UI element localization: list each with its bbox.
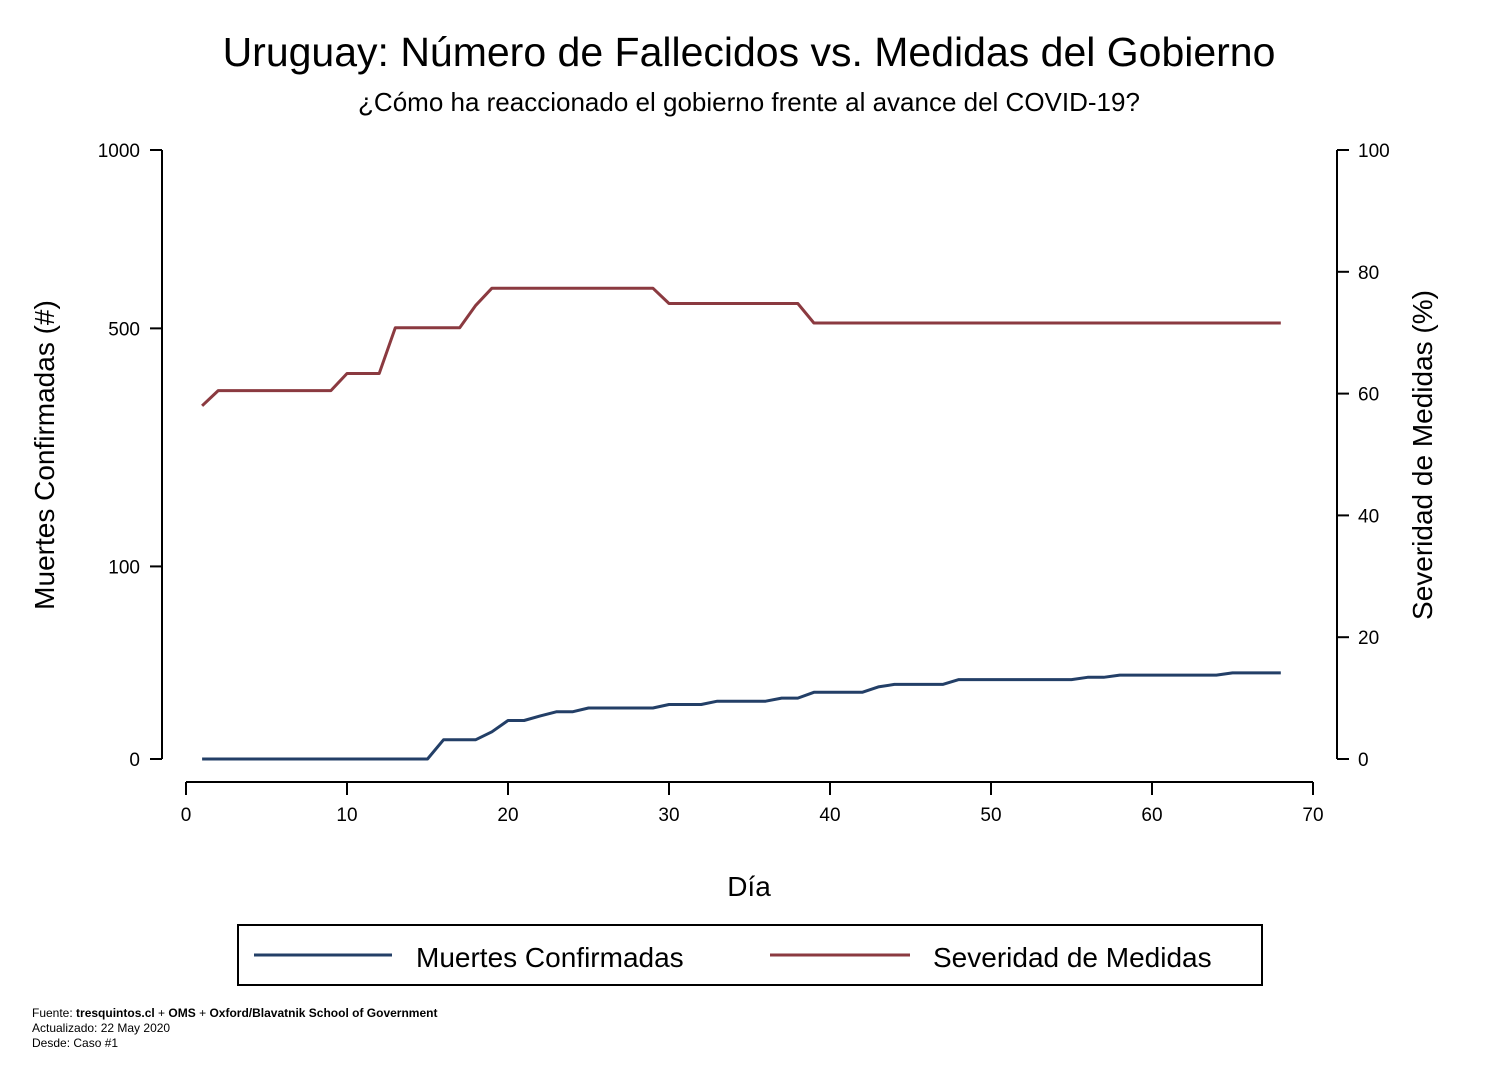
footer-source-prefix: Fuente:: [32, 1006, 77, 1020]
x-axis-title: Día: [727, 871, 771, 902]
chart-subtitle: ¿Cómo ha reaccionado el gobierno frente …: [358, 87, 1140, 117]
footer-since: Desde: Caso #1: [32, 1036, 119, 1050]
footer-updated: Actualizado: 22 May 2020: [32, 1021, 171, 1035]
x-tick-label: 70: [1302, 805, 1323, 826]
right-tick-label: 80: [1358, 263, 1379, 284]
left-tick-label: 1000: [98, 141, 140, 162]
x-tick-label: 10: [336, 805, 357, 826]
x-tick-label: 50: [980, 805, 1001, 826]
left-tick-label: 100: [108, 557, 140, 578]
right-y-axis: 0 20 40 60 80 100: [1336, 141, 1390, 771]
right-tick-label: 20: [1358, 628, 1379, 649]
footer-source-oms: OMS: [168, 1006, 196, 1020]
right-tick-label: 60: [1358, 385, 1379, 406]
x-tick-label: 0: [181, 805, 192, 826]
legend-label-deaths: Muertes Confirmadas: [416, 942, 684, 973]
x-tick-label: 60: [1141, 805, 1162, 826]
right-tick-label: 40: [1358, 506, 1379, 527]
legend-label-severity: Severidad de Medidas: [933, 942, 1212, 973]
right-tick-label: 0: [1358, 750, 1369, 771]
left-tick-label: 500: [108, 319, 140, 340]
x-axis: 0 10 20 30 40 50 60 70: [181, 781, 1324, 826]
footer: Fuente: tresquintos.cl + OMS + Oxford/Bl…: [32, 1006, 437, 1051]
footer-source-sep1: +: [154, 1006, 169, 1020]
left-tick-label: 0: [129, 750, 140, 771]
left-y-axis: 0 100 500 1000: [98, 141, 163, 771]
footer-source-sep2: +: [195, 1006, 210, 1020]
legend: Muertes Confirmadas Severidad de Medidas: [237, 924, 1263, 986]
x-tick-label: 20: [497, 805, 518, 826]
series-layer: [201, 286, 1281, 761]
y-axis-right-title: Severidad de Medidas (%): [1407, 290, 1438, 620]
series-line-severity: [201, 286, 1281, 407]
right-tick-label: 100: [1358, 141, 1390, 162]
y-axis-left-title: Muertes Confirmadas (#): [29, 300, 60, 610]
footer-source: Fuente: tresquintos.cl + OMS + Oxford/Bl…: [32, 1006, 437, 1021]
x-tick-label: 30: [658, 805, 679, 826]
footer-source-oxford: Oxford/Blavatnik School of Government: [209, 1006, 438, 1020]
series-line-deaths: [202, 671, 1281, 761]
legend-box: [237, 924, 1263, 986]
x-tick-label: 40: [819, 805, 840, 826]
footer-source-site: tresquintos.cl: [76, 1006, 155, 1020]
chart-title: Uruguay: Número de Fallecidos vs. Medida…: [223, 29, 1276, 75]
